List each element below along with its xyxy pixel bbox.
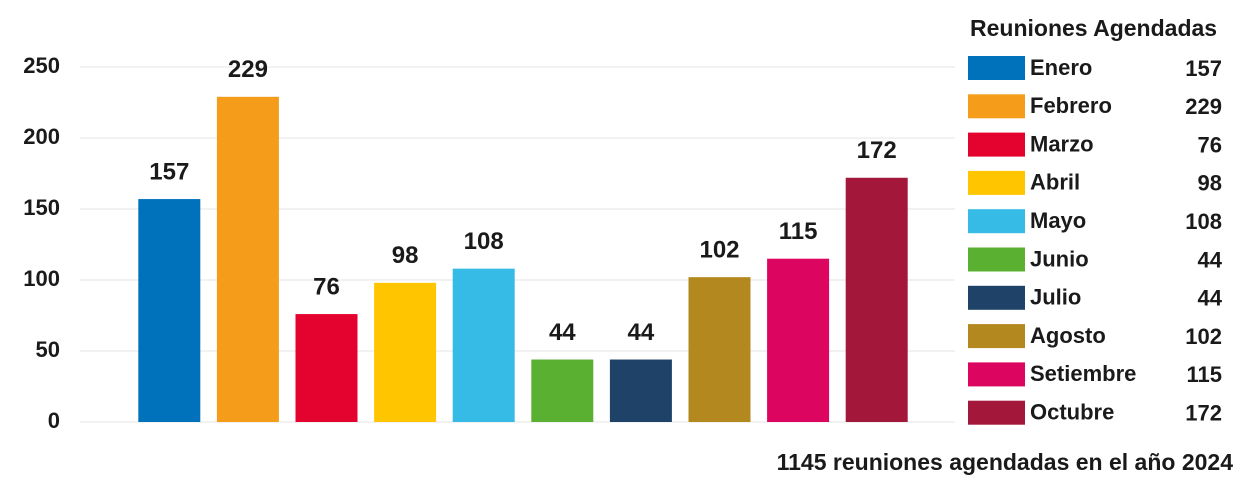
bar xyxy=(845,177,908,422)
legend-label: Febrero xyxy=(1030,93,1112,118)
y-tick-label: 0 xyxy=(48,408,60,433)
bar xyxy=(374,282,437,422)
legend-swatch xyxy=(968,170,1025,195)
y-tick-label: 50 xyxy=(36,337,60,362)
bar xyxy=(216,96,279,422)
legend-swatch xyxy=(968,209,1025,234)
bar xyxy=(531,359,594,422)
y-tick-label: 250 xyxy=(23,53,60,78)
data-label: 44 xyxy=(628,319,655,346)
legend-label: Setiembre xyxy=(1030,361,1136,386)
legend-value: 172 xyxy=(1185,401,1222,426)
legend-swatch xyxy=(968,247,1025,272)
legend-value: 44 xyxy=(1198,286,1223,311)
legend-label: Enero xyxy=(1030,55,1092,80)
data-label: 102 xyxy=(699,237,739,264)
data-label: 44 xyxy=(549,319,576,346)
data-label: 157 xyxy=(149,158,189,185)
legend-value: 108 xyxy=(1185,209,1222,234)
legend-title: Reuniones Agendadas xyxy=(970,15,1217,41)
legend-value: 98 xyxy=(1198,171,1222,196)
data-label: 115 xyxy=(779,218,818,245)
data-label: 108 xyxy=(464,228,504,255)
legend-label: Octubre xyxy=(1030,400,1114,425)
legend-label: Junio xyxy=(1030,246,1089,271)
y-tick-label: 200 xyxy=(23,124,60,149)
bar xyxy=(452,268,515,422)
legend-swatch xyxy=(968,362,1025,387)
legend-swatch xyxy=(968,400,1025,425)
chart-note: 1145 reuniones agendadas en el año 2024 xyxy=(777,449,1234,475)
legend-value: 115 xyxy=(1187,362,1223,387)
data-label: 172 xyxy=(857,137,897,164)
legend-swatch xyxy=(968,94,1025,119)
bar xyxy=(767,258,830,422)
legend-value: 44 xyxy=(1198,247,1223,272)
legend-label: Julio xyxy=(1030,285,1081,310)
legend-value: 76 xyxy=(1198,132,1222,157)
data-label: 229 xyxy=(228,56,268,83)
legend-label: Mayo xyxy=(1030,208,1086,233)
bar xyxy=(138,199,201,422)
data-label: 98 xyxy=(392,242,419,269)
legend-label: Agosto xyxy=(1030,323,1106,348)
y-tick-label: 100 xyxy=(23,266,60,291)
legend-label: Abril xyxy=(1030,170,1080,195)
legend-swatch xyxy=(968,324,1025,349)
legend-label: Marzo xyxy=(1030,131,1094,156)
legend-swatch xyxy=(968,132,1025,157)
legend-swatch xyxy=(968,285,1025,310)
data-label: 76 xyxy=(313,273,340,300)
legend-value: 229 xyxy=(1185,94,1222,119)
bar xyxy=(688,277,751,422)
bar xyxy=(295,314,358,422)
legend-swatch xyxy=(968,56,1025,80)
legend-value: 157 xyxy=(1185,56,1222,81)
y-tick-label: 150 xyxy=(23,195,60,220)
legend-value: 102 xyxy=(1185,324,1222,349)
bar xyxy=(609,359,672,422)
